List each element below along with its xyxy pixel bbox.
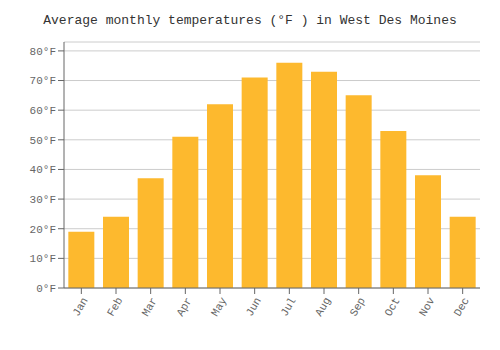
svg-text:Jul: Jul: [278, 295, 298, 318]
svg-text:30°F: 30°F: [30, 194, 56, 206]
svg-text:50°F: 50°F: [30, 135, 56, 147]
svg-text:Aug: Aug: [313, 295, 333, 318]
svg-text:Mar: Mar: [140, 295, 160, 318]
svg-text:10°F: 10°F: [30, 253, 56, 265]
svg-text:Oct: Oct: [382, 295, 402, 318]
svg-text:Jan: Jan: [70, 295, 90, 318]
svg-text:Dec: Dec: [452, 295, 472, 318]
svg-text:Feb: Feb: [105, 295, 125, 318]
svg-text:May: May: [209, 295, 229, 318]
svg-text:20°F: 20°F: [30, 224, 56, 236]
html-text:Average monthly temperatures (: Average monthly temperatures (°F ) in We…: [43, 13, 457, 28]
svg-text:80°F: 80°F: [30, 46, 56, 58]
svg-text:0°F: 0°F: [36, 283, 56, 295]
svg-text:60°F: 60°F: [30, 105, 56, 117]
svg-text:Jun: Jun: [244, 295, 264, 318]
svg-text:Apr: Apr: [174, 295, 194, 318]
svg-text:Nov: Nov: [417, 295, 437, 318]
svg-text:Sep: Sep: [348, 295, 368, 318]
svg-text:70°F: 70°F: [30, 75, 56, 87]
svg-text:40°F: 40°F: [30, 164, 56, 176]
